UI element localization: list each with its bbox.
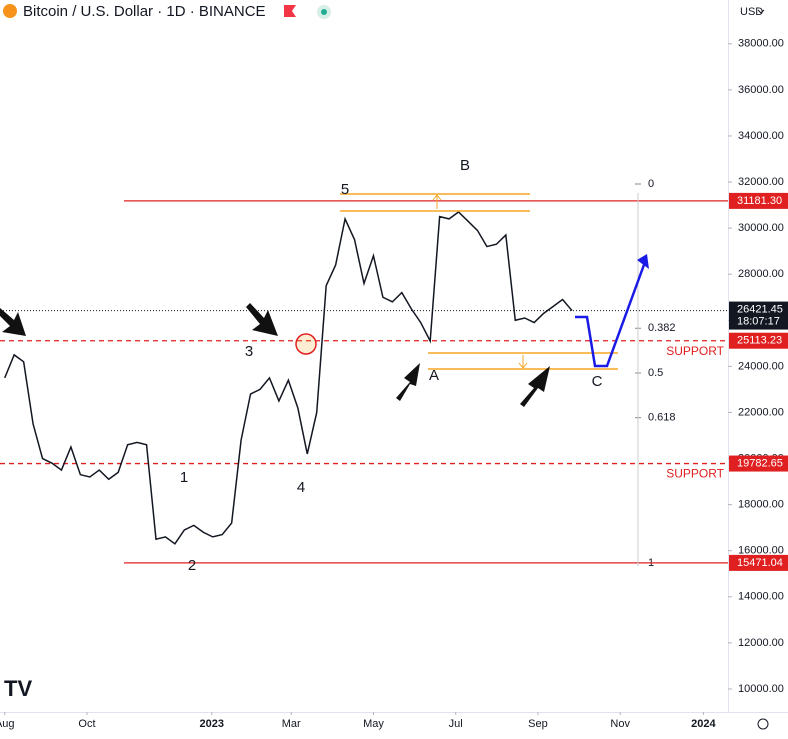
y-tick-label: 32000.00 xyxy=(738,176,784,188)
wave-label: 3 xyxy=(245,343,253,360)
fib-label: 0.618 xyxy=(648,412,676,424)
dropdown-icon xyxy=(757,9,765,14)
wave-label: 1 xyxy=(180,469,188,486)
level-note: SUPPORT xyxy=(666,467,724,481)
arrow xyxy=(0,308,26,336)
y-tick-label: 12000.00 xyxy=(738,637,784,649)
y-tick-label: 36000.00 xyxy=(738,84,784,96)
wave-label: 4 xyxy=(297,479,305,496)
x-tick-label: Aug xyxy=(0,718,15,730)
y-tick-label: 34000.00 xyxy=(738,130,784,142)
tv-logo: TV xyxy=(4,676,32,701)
coin-icon xyxy=(3,4,17,18)
wave-label: 5 xyxy=(341,181,349,198)
wave-label: B xyxy=(460,157,470,174)
x-tick-label: 2023 xyxy=(200,718,224,730)
x-tick-label: Jul xyxy=(449,718,463,730)
x-tick-label: 2024 xyxy=(691,718,716,730)
wave-label: 2 xyxy=(188,557,196,574)
y-tick-label: 30000.00 xyxy=(738,222,784,234)
price-tag-label: 25113.23 xyxy=(737,335,782,347)
x-tick-label: Oct xyxy=(78,718,95,730)
y-tick-label: 28000.00 xyxy=(738,268,784,280)
x-tick-label: Nov xyxy=(610,718,630,730)
y-tick-label: 38000.00 xyxy=(738,38,784,50)
arrow xyxy=(246,303,278,336)
y-tick-label: 24000.00 xyxy=(738,360,784,372)
y-tick-label: 16000.00 xyxy=(738,545,784,557)
wave-label: A xyxy=(429,367,439,384)
price-tag xyxy=(729,332,788,349)
x-tick-label: Sep xyxy=(528,718,548,730)
fib-label: 0 xyxy=(648,178,654,190)
level-note: SUPPORT xyxy=(666,344,724,358)
price-tag xyxy=(729,192,788,209)
wave-label: C xyxy=(592,373,603,390)
chart-title: Bitcoin / U.S. Dollar · 1D · BINANCE xyxy=(23,3,266,20)
price-tag xyxy=(729,455,788,472)
range-arrow-head xyxy=(432,194,442,201)
y-tick-label: 22000.00 xyxy=(738,406,784,418)
arrow xyxy=(520,366,550,407)
range-arrow-head xyxy=(518,362,528,369)
flag-icon xyxy=(284,5,296,17)
price-tag-label: 31181.30 xyxy=(737,195,782,207)
currency[interactable]: USD xyxy=(740,6,763,18)
projection xyxy=(575,261,647,368)
fib-label: 0.382 xyxy=(648,322,676,334)
y-tick-label: 10000.00 xyxy=(738,683,784,695)
status-dot xyxy=(321,9,327,15)
arrow xyxy=(396,363,420,401)
settings-icon[interactable] xyxy=(757,718,769,730)
highlight-circle xyxy=(295,333,317,355)
last-price-tag xyxy=(729,301,788,330)
x-tick-label: May xyxy=(363,718,384,730)
x-tick-label: Mar xyxy=(282,718,301,730)
last-price-label: 26421.45 xyxy=(737,303,783,315)
y-tick-label: 18000.00 xyxy=(738,499,784,511)
price-tag-label: 15471.04 xyxy=(737,557,783,569)
price-tag-label: 19782.65 xyxy=(737,457,783,469)
price-tag xyxy=(729,554,788,571)
countdown: 18:07:17 xyxy=(737,315,780,327)
projection-arrow xyxy=(637,254,649,269)
price-line xyxy=(4,211,573,545)
fib-label: 0.5 xyxy=(648,367,663,379)
plot: 10000.00 12000.00 14000.00 16000.00 18000.00… xyxy=(0,38,788,730)
y-tick-label: 14000.00 xyxy=(738,591,784,603)
